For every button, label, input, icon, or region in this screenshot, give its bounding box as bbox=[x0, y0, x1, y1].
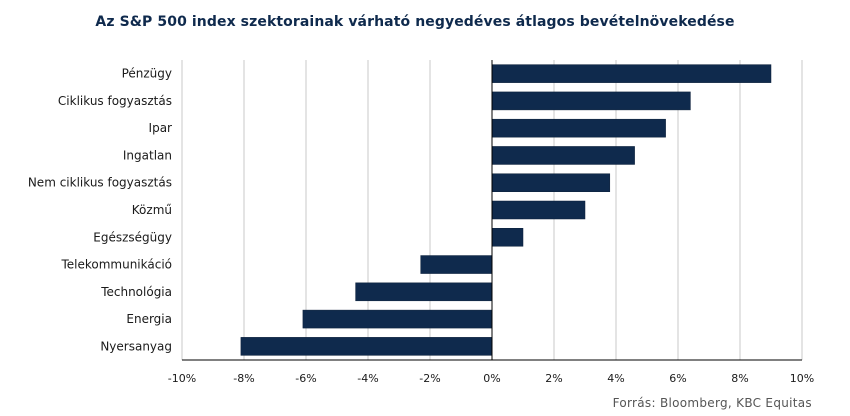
bar-7 bbox=[491, 228, 524, 247]
category-label: Egészségügy bbox=[93, 230, 172, 244]
bar-1 bbox=[491, 64, 772, 83]
bar-9 bbox=[355, 282, 493, 302]
x-tick-label: -4% bbox=[357, 372, 378, 385]
x-tick-label: 6% bbox=[669, 372, 686, 385]
x-tick-label: -6% bbox=[295, 372, 316, 385]
category-label: Pénzügy bbox=[122, 67, 172, 81]
category-label: Nyersanyag bbox=[100, 339, 172, 353]
x-tick-label: 10% bbox=[790, 372, 814, 385]
category-label: Ciklikus fogyasztás bbox=[58, 94, 172, 108]
category-label: Ipar bbox=[149, 121, 173, 135]
category-label: Technológia bbox=[100, 285, 172, 299]
bar-4 bbox=[491, 146, 635, 165]
bar-8 bbox=[420, 255, 493, 274]
category-label: Közmű bbox=[132, 203, 172, 217]
bar-5 bbox=[491, 173, 611, 192]
bar-10 bbox=[302, 309, 493, 329]
source-note: Forrás: Bloomberg, KBC Equitas bbox=[612, 396, 812, 410]
chart-title: Az S&P 500 index szektorainak várható ne… bbox=[95, 14, 735, 30]
bar-3 bbox=[491, 118, 666, 138]
x-tick-label: -10% bbox=[168, 372, 196, 385]
bar-11 bbox=[240, 337, 493, 356]
category-label: Nem ciklikus fogyasztás bbox=[28, 176, 172, 190]
x-tick-label: 8% bbox=[731, 372, 748, 385]
x-tick-label: 4% bbox=[607, 372, 624, 385]
category-label: Ingatlan bbox=[123, 148, 172, 162]
x-tick-label: -2% bbox=[419, 372, 440, 385]
bar-2 bbox=[491, 91, 691, 111]
x-tick-label: -8% bbox=[233, 372, 254, 385]
x-tick-label: 2% bbox=[545, 372, 562, 385]
x-tick-label: 0% bbox=[483, 372, 500, 385]
category-label: Energia bbox=[126, 312, 172, 326]
category-label: Telekommunikáció bbox=[60, 258, 172, 272]
bar-6 bbox=[491, 200, 586, 220]
